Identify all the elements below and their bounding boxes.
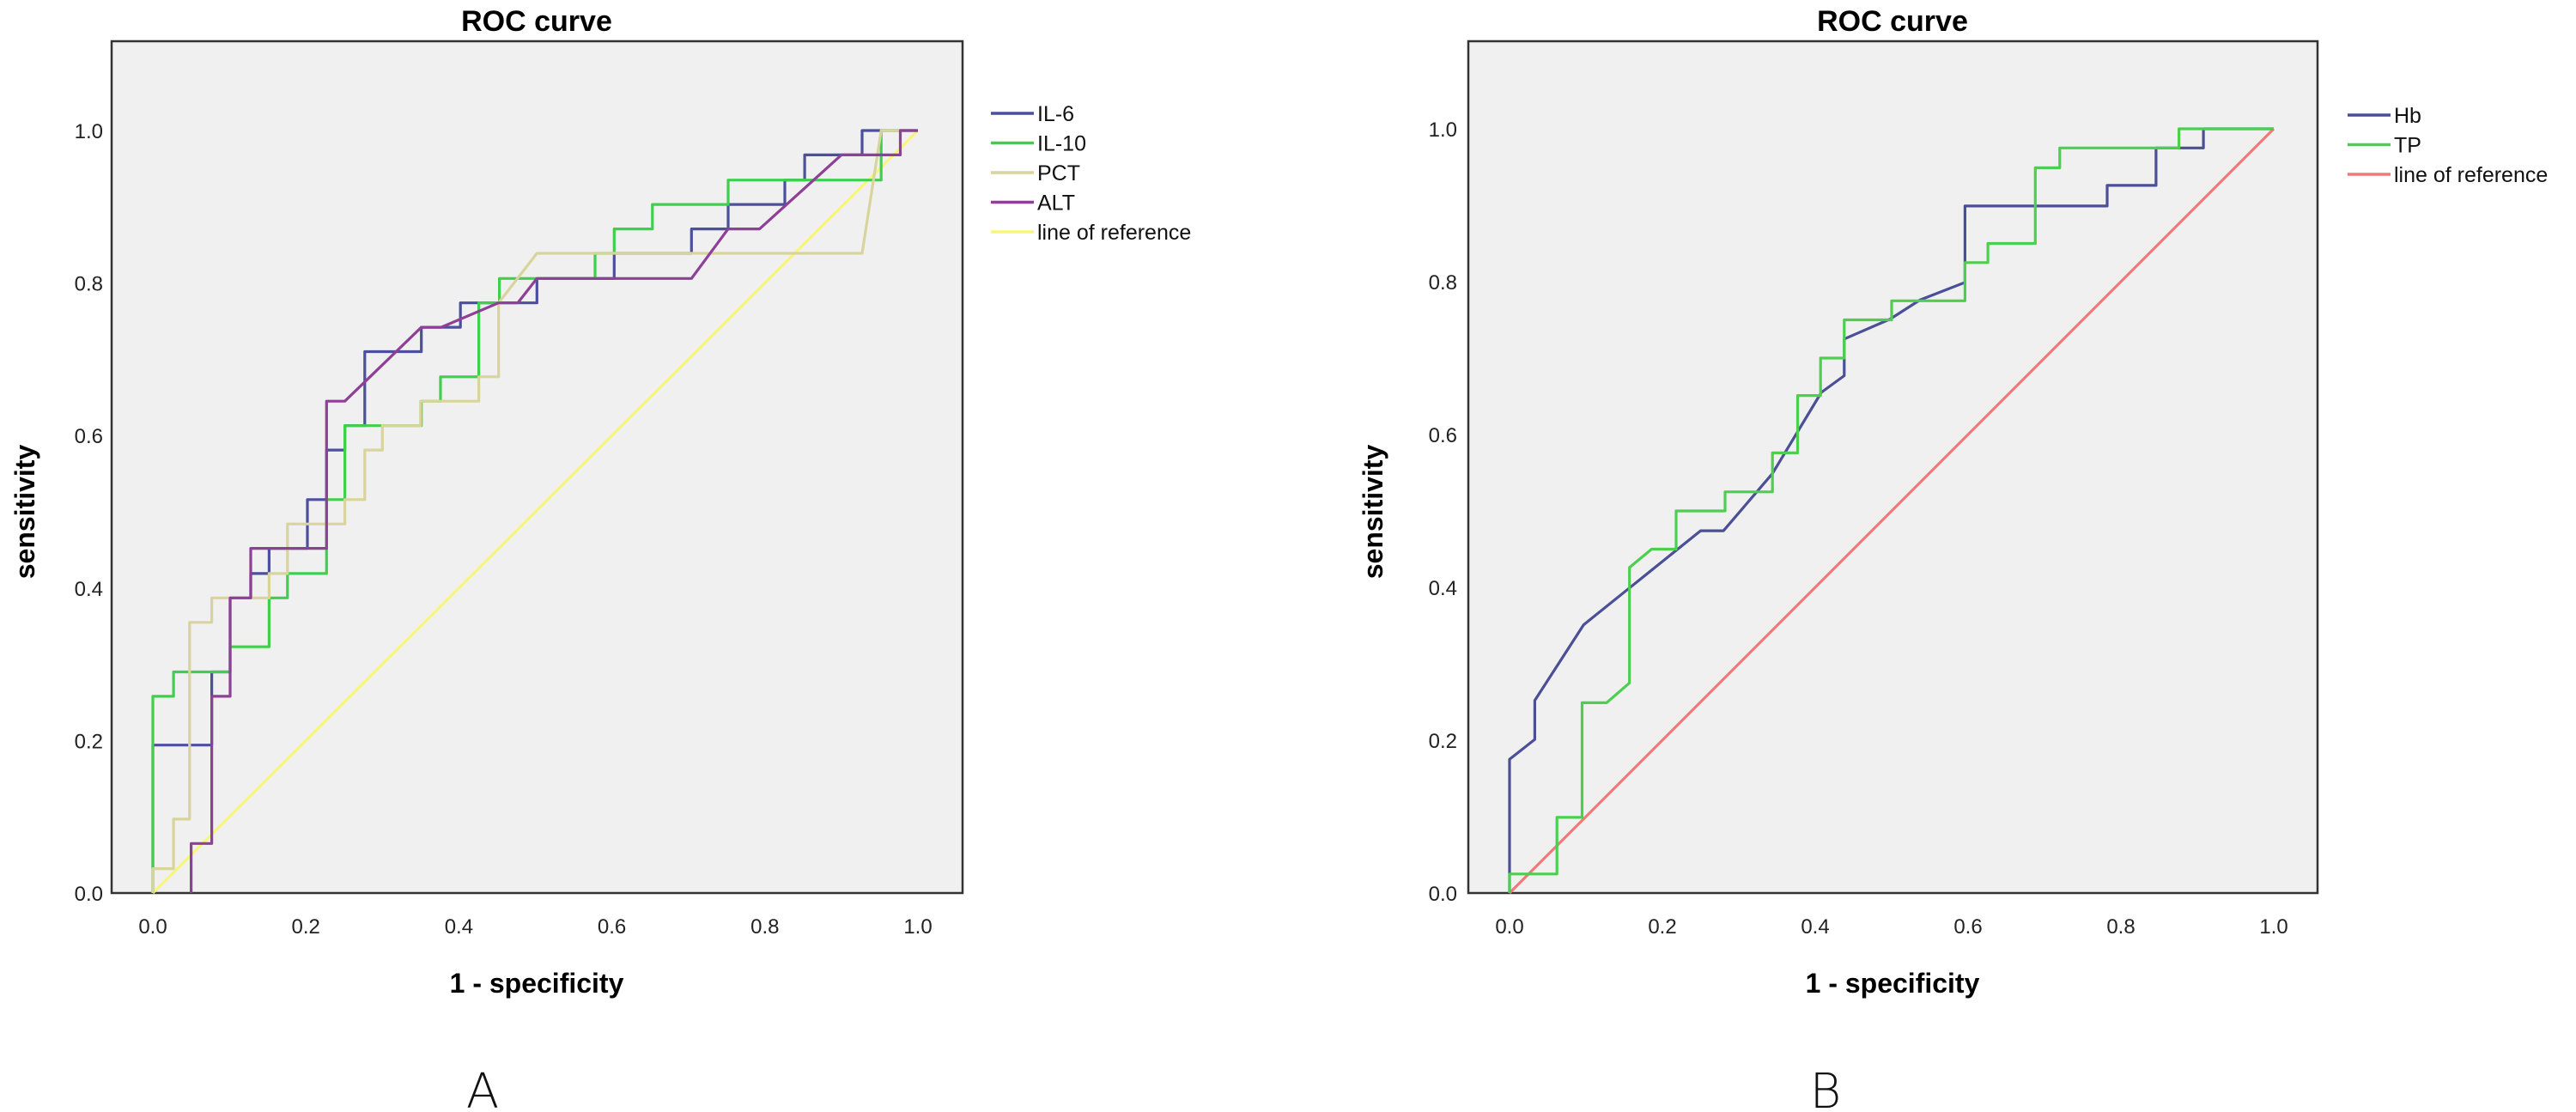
chart-a-title: ROC curve [461, 5, 612, 38]
y-tick-label: 1.0 [1429, 118, 1457, 142]
chart-b: ROC curve 0.0 0.2 0.4 0.6 0.8 1.0 0.0 0.2 0.4 0.6… [1358, 5, 2548, 1112]
panel-label-a: A [466, 1064, 499, 1112]
y-tick-label: 0.2 [75, 730, 103, 753]
chart-a-series [151, 129, 920, 895]
series-line-tp [1508, 127, 2274, 893]
x-tick-label: 0.0 [1495, 915, 1523, 939]
x-tick-label: 0.4 [445, 915, 473, 939]
chart-b-plot-area [1467, 39, 2319, 895]
series-line-alt [190, 129, 918, 893]
chart-b-title: ROC curve [1817, 5, 1968, 38]
y-tick-label: 0.2 [1429, 730, 1457, 753]
chart-a-legend: IL-6 IL-10 PCT ALT line of reference [991, 102, 1191, 245]
y-tick-label: 0.0 [1429, 883, 1457, 906]
series-line-line-of-reference [1508, 127, 2275, 895]
legend-item: line of reference [2348, 163, 2548, 187]
legend-label: Hb [2394, 104, 2421, 128]
chart-b-ylabel: sensitivity [1358, 445, 1388, 580]
legend-label: line of reference [1037, 221, 1191, 245]
legend-label: IL-6 [1037, 102, 1074, 126]
y-tick-label: 0.6 [75, 425, 103, 448]
y-tick-label: 1.0 [75, 120, 103, 143]
chart-a-xlabel: 1 - specificity [450, 968, 624, 999]
legend-label: PCT [1037, 161, 1080, 185]
legend-label: TP [2394, 134, 2421, 158]
x-tick-label: 0.6 [1953, 915, 1982, 939]
chart-a-ticks: 0.0 0.2 0.4 0.6 0.8 1.0 0.0 0.2 0.4 0.6 0.8 1.0 [75, 120, 933, 939]
chart-a-ylabel: sensitivity [9, 445, 40, 580]
legend-item: Hb [2348, 104, 2421, 128]
legend-item: ALT [991, 191, 1075, 216]
x-tick-label: 0.2 [292, 915, 320, 939]
x-tick-label: 0.0 [138, 915, 167, 939]
series-line-hb [1508, 127, 2274, 893]
series-line-pct [151, 129, 918, 893]
x-tick-label: 0.4 [1801, 915, 1829, 939]
chart-a-plot-area [110, 39, 964, 895]
y-tick-label: 0.8 [75, 273, 103, 296]
x-tick-label: 1.0 [2259, 915, 2287, 939]
legend-item: IL-10 [991, 132, 1086, 156]
legend-item: IL-6 [991, 102, 1074, 126]
y-tick-label: 0.6 [1429, 424, 1457, 447]
legend-item: PCT [991, 161, 1080, 185]
legend-label: IL-10 [1037, 132, 1086, 156]
legend-item: line of reference [991, 221, 1191, 245]
chart-a: ROC curve 0.0 0.2 0.4 0.6 0.8 1.0 0.0 0.2 0.4 0.6… [9, 5, 1191, 1112]
legend-item: TP [2348, 134, 2421, 158]
y-tick-label: 0.4 [75, 578, 103, 601]
y-tick-label: 0.0 [75, 883, 103, 906]
legend-label: ALT [1037, 191, 1075, 216]
chart-b-ticks: 0.0 0.2 0.4 0.6 0.8 1.0 0.0 0.2 0.4 0.6 0.8 1.0 [1429, 118, 2288, 939]
x-tick-label: 1.0 [903, 915, 932, 939]
x-tick-label: 0.8 [750, 915, 779, 939]
legend-label: line of reference [2394, 163, 2548, 187]
series-line-line-of-reference [151, 129, 920, 895]
x-tick-label: 0.6 [598, 915, 626, 939]
x-tick-label: 0.8 [2106, 915, 2135, 939]
chart-b-legend: Hb TP line of reference [2348, 104, 2548, 187]
y-tick-label: 0.4 [1429, 577, 1457, 600]
chart-b-xlabel: 1 - specificity [1806, 968, 1980, 999]
x-tick-label: 0.2 [1648, 915, 1676, 939]
panel-label-b: B [1810, 1064, 1842, 1112]
chart-b-series [1508, 127, 2275, 895]
y-tick-label: 0.8 [1429, 271, 1457, 295]
